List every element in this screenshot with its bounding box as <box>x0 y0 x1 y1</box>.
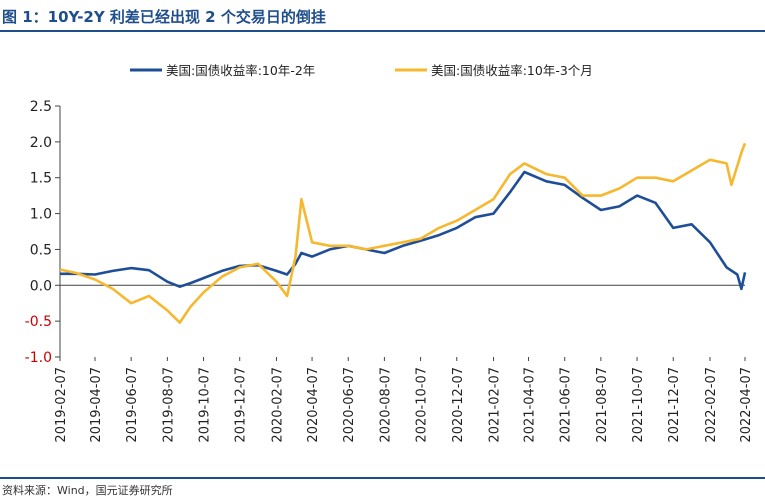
x-tick-label: 2021-02-07 <box>488 367 503 443</box>
legend-label-2: 美国:国债收益率:10年-3个月 <box>431 63 593 78</box>
x-tick-label: 2020-04-07 <box>306 367 321 443</box>
x-tick-label: 2020-12-07 <box>451 367 466 443</box>
footer-rule <box>0 477 765 479</box>
y-tick-label: 0.0 <box>30 278 52 294</box>
x-tick-label: 2019-12-07 <box>234 367 249 443</box>
y-tick-label: 2.0 <box>30 135 52 151</box>
y-tick-label: 1.5 <box>30 171 52 187</box>
x-tick-label: 2022-02-07 <box>704 367 719 443</box>
source-note: 资料来源：Wind，国元证券研究所 <box>2 484 173 497</box>
x-tick-label: 2019-04-07 <box>89 367 104 443</box>
x-tick-label: 2019-06-07 <box>125 367 140 443</box>
x-tick-label: 2020-02-07 <box>270 367 285 443</box>
series-line-1 <box>60 170 747 291</box>
x-tick-label: 2019-02-07 <box>54 367 69 443</box>
y-tick-label: -1.0 <box>25 350 52 366</box>
x-tick-label: 2021-12-07 <box>667 367 682 443</box>
x-tick-label: 2020-10-07 <box>415 367 430 443</box>
figure-title: 图 1：10Y-2Y 利差已经出现 2 个交易日的倒挂 <box>2 8 326 26</box>
x-tick-label: 2021-08-07 <box>595 367 610 443</box>
x-tick-label: 2021-04-07 <box>523 367 538 443</box>
x-tick-label: 2020-06-07 <box>342 367 357 443</box>
x-tick-label: 2019-10-07 <box>198 367 213 443</box>
y-tick-label: -0.5 <box>25 314 52 330</box>
x-tick-label: 2020-08-07 <box>378 367 393 443</box>
x-tick-label: 2021-06-07 <box>559 367 574 443</box>
x-tick-label: 2021-10-07 <box>631 367 646 443</box>
title-rule <box>0 30 765 32</box>
series-line-2 <box>59 142 747 324</box>
y-tick-label: 1.0 <box>30 207 52 223</box>
y-tick-label: 0.5 <box>30 242 52 258</box>
x-tick-label: 2022-04-07 <box>739 367 754 443</box>
legend-label-1: 美国:国债收益率:10年-2年 <box>166 63 315 78</box>
y-tick-label: 2.5 <box>30 99 52 115</box>
x-tick-label: 2019-08-07 <box>161 367 176 443</box>
